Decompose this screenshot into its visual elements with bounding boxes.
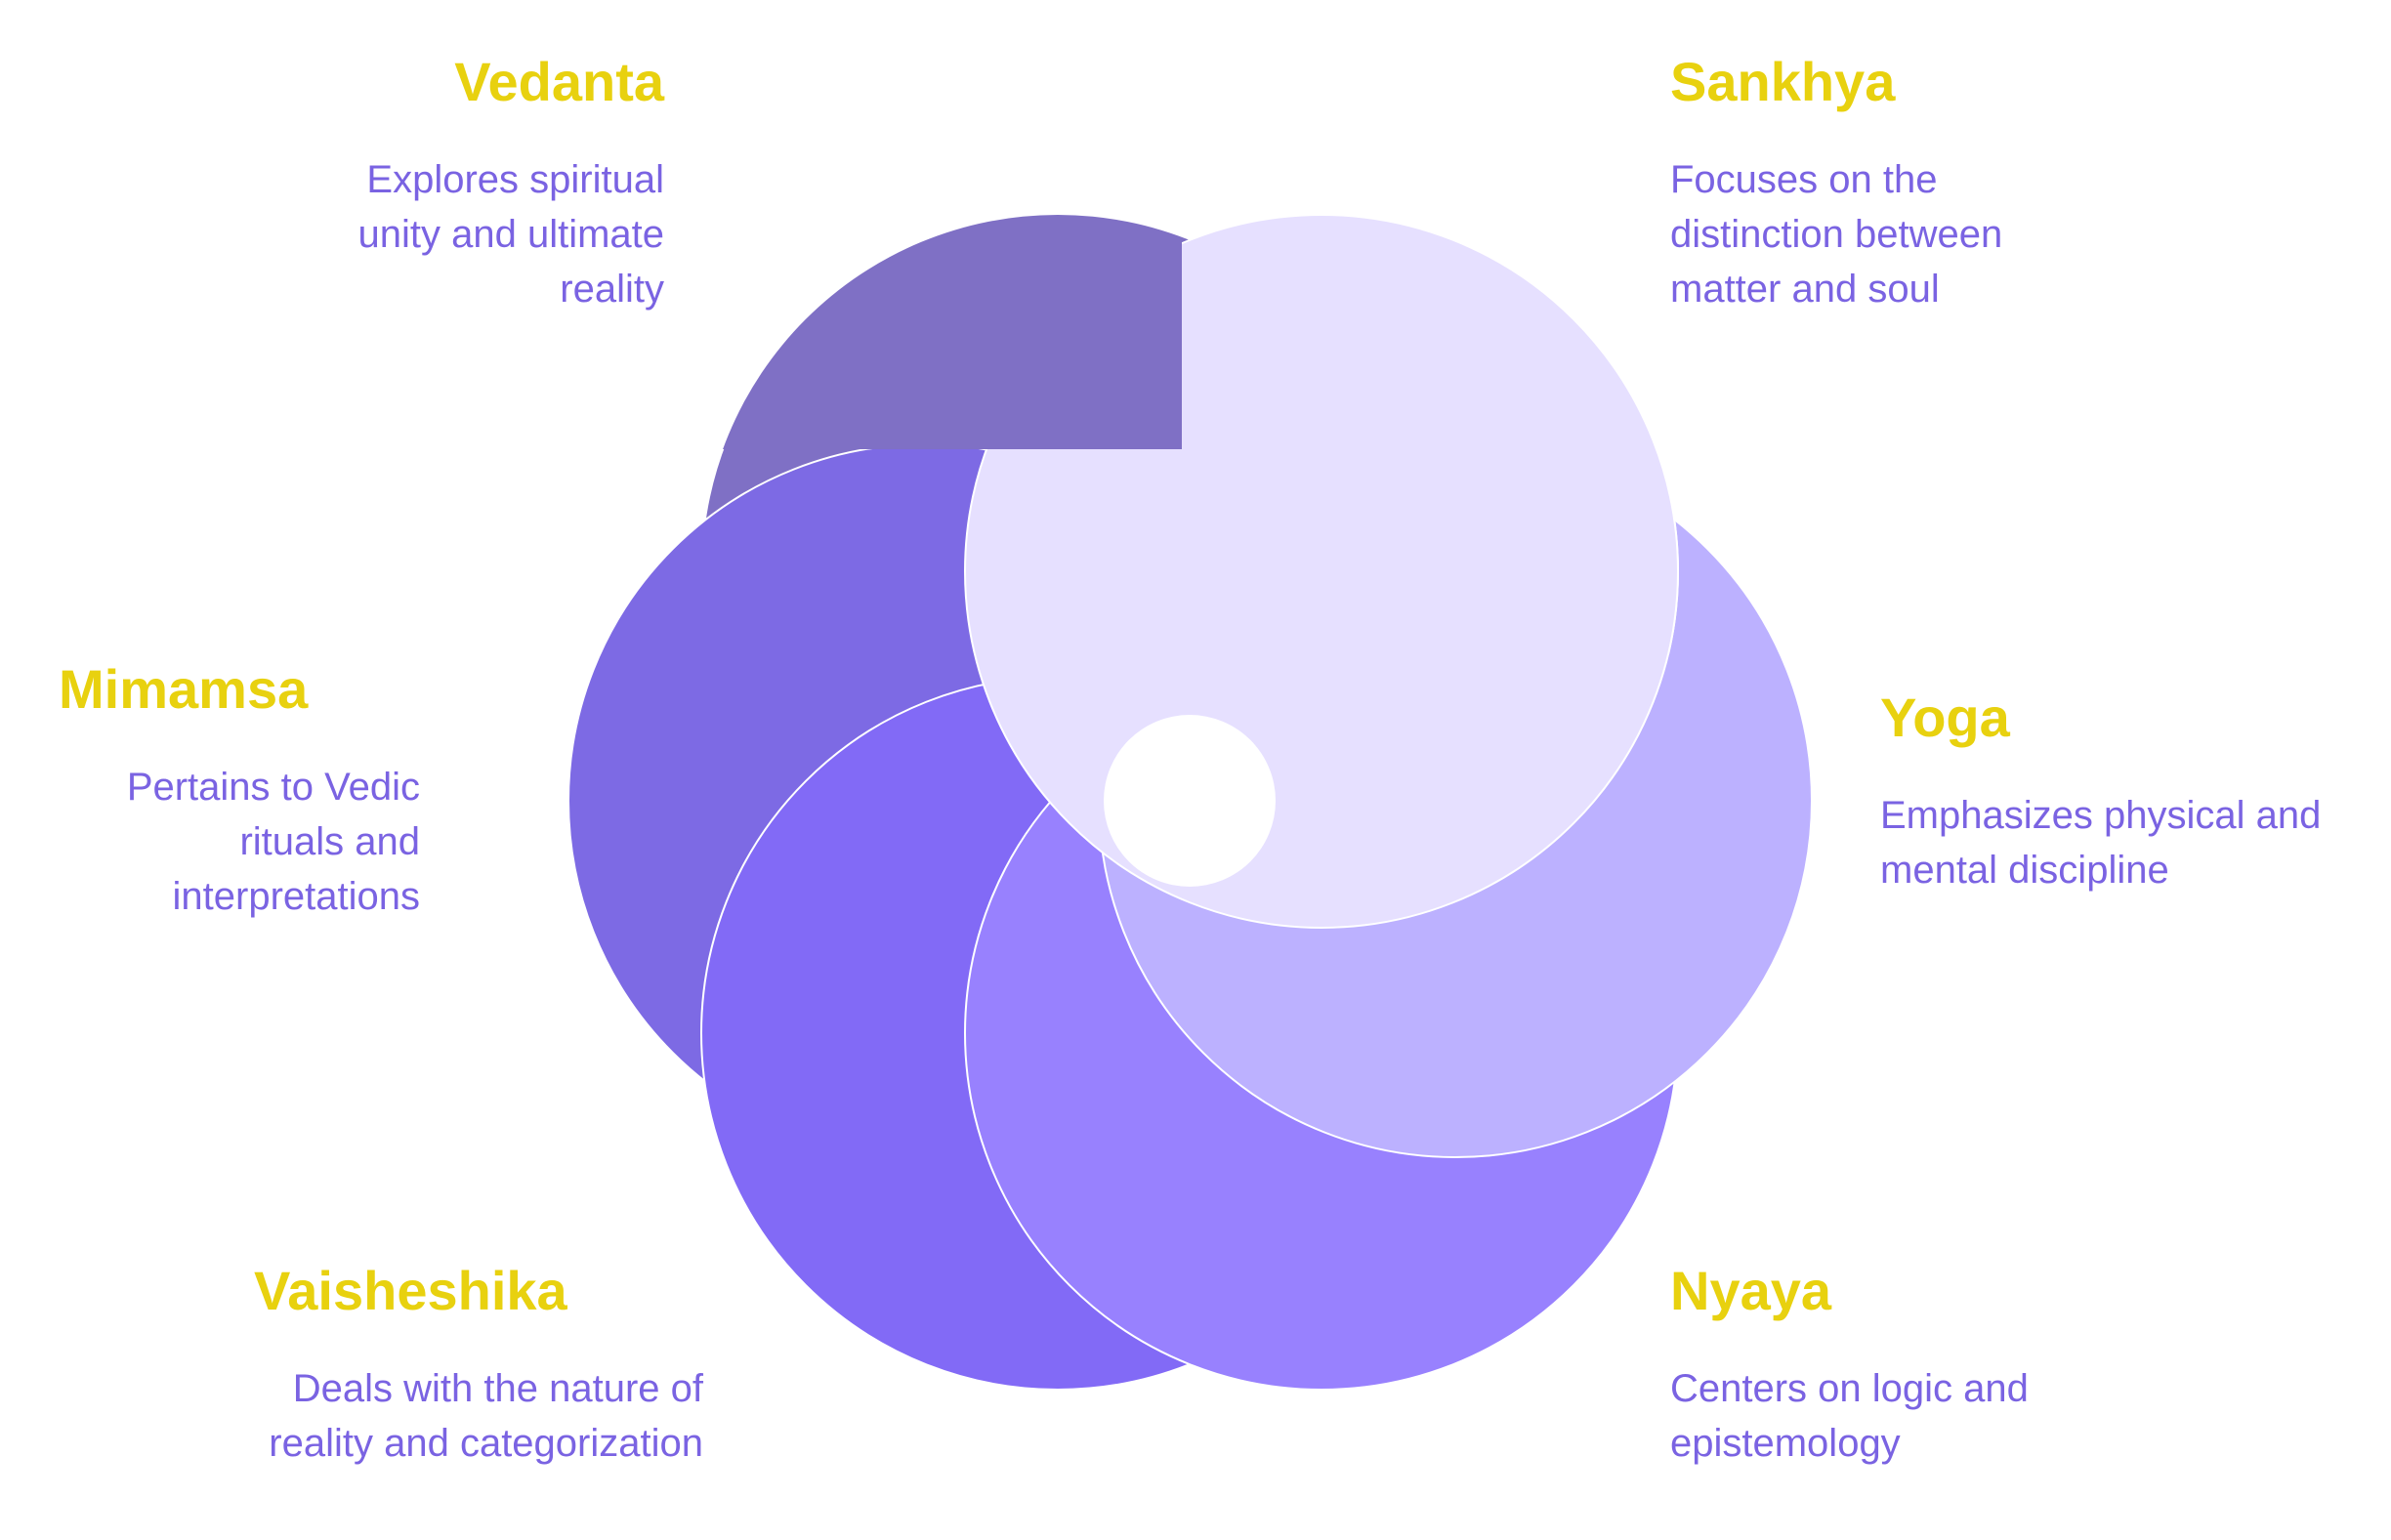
- mimamsa-title: Mimamsa: [59, 658, 309, 720]
- label-sankhya: Sankhya Focuses on the distinction betwe…: [1670, 51, 2159, 316]
- yoga-description: Emphasizes physical and mental disciplin…: [1880, 794, 2322, 892]
- label-yoga: Yoga Emphasizes physical and mental disc…: [1880, 687, 2369, 897]
- label-nyaya: Nyaya Centers on logic and epistemology: [1670, 1260, 2159, 1471]
- nyaya-description: Centers on logic and epistemology: [1670, 1367, 2029, 1465]
- label-vedanta: Vedanta Explores spiritual unity and ult…: [273, 51, 664, 316]
- petal-sankhya-overlap: [1182, 214, 1679, 654]
- label-mimamsa: Mimamsa Pertains to Vedic rituals and in…: [59, 658, 420, 924]
- mimamsa-description: Pertains to Vedic rituals and interpreta…: [126, 766, 420, 918]
- vedanta-description: Explores spiritual unity and ultimate re…: [357, 158, 664, 311]
- vedanta-title: Vedanta: [454, 51, 664, 112]
- vaisheshika-title: Vaisheshika: [254, 1260, 567, 1321]
- nyaya-title: Nyaya: [1670, 1260, 1832, 1321]
- yoga-title: Yoga: [1880, 687, 2010, 748]
- label-vaisheshika: Vaisheshika Deals with the nature of rea…: [254, 1260, 703, 1471]
- vaisheshika-description: Deals with the nature of reality and cat…: [269, 1367, 703, 1465]
- sankhya-description: Focuses on the distinction between matte…: [1670, 158, 2003, 311]
- sankhya-title: Sankhya: [1670, 51, 1896, 112]
- center-hole: [1104, 715, 1276, 887]
